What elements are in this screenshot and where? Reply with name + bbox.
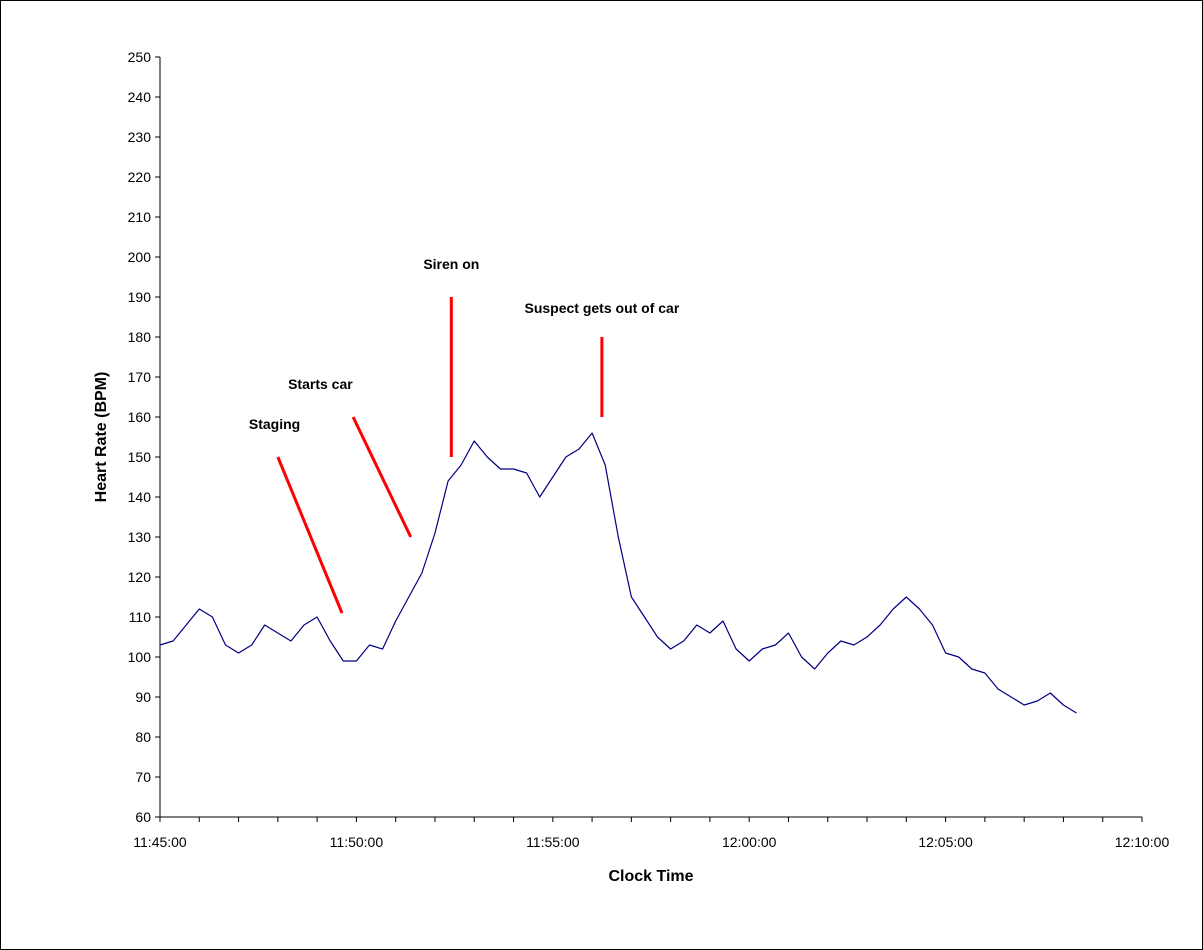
y-tick-label: 220 (128, 169, 152, 185)
x-tick-label: 12:05:00 (918, 834, 973, 850)
y-tick-label: 250 (128, 49, 152, 65)
y-tick-label: 130 (128, 529, 152, 545)
y-tick-label: 60 (135, 809, 151, 825)
annotation-label: Suspect gets out of car (524, 300, 679, 316)
y-tick-label: 80 (135, 729, 151, 745)
x-tick-label: 11:45:00 (133, 834, 187, 850)
y-tick-label: 230 (128, 129, 152, 145)
y-tick-label: 170 (128, 369, 152, 385)
x-tick-label: 12:00:00 (722, 834, 777, 850)
x-tick-label: 11:55:00 (526, 834, 580, 850)
annotation-line (276, 456, 344, 614)
y-tick-label: 240 (128, 89, 152, 105)
y-ticks: 60 70 80 90 100 110 120 130 140 150 160 170 180 190 20… (128, 49, 160, 825)
y-tick-label: 140 (128, 489, 152, 505)
y-tick-label: 200 (128, 249, 152, 265)
x-ticks: 11:45:00 11:50:00 11:55:00 12:00:00 12:05:00… (133, 817, 1169, 850)
annotation-label: Staging (249, 416, 300, 432)
y-tick-label: 90 (135, 689, 151, 705)
y-tick-label: 210 (128, 209, 152, 225)
x-axis-title: Clock Time (608, 868, 693, 885)
y-tick-label: 150 (128, 449, 152, 465)
x-tick-label: 12:10:00 (1115, 834, 1170, 850)
x-tick-label: 11:50:00 (330, 834, 384, 850)
y-tick-label: 120 (128, 569, 152, 585)
annotation-line (351, 416, 413, 538)
y-tick-label: 190 (128, 289, 152, 305)
y-tick-label: 70 (135, 769, 151, 785)
annotation-label: Siren on (423, 256, 479, 272)
annotation-label: Starts car (288, 376, 353, 392)
y-tick-label: 100 (128, 649, 152, 665)
heart-rate-series-line (159, 432, 1077, 714)
y-tick-label: 110 (129, 609, 152, 625)
y-tick-label: 160 (128, 409, 152, 425)
y-tick-label: 180 (128, 329, 152, 345)
annotations: Staging Starts car Siren on Suspect gets ou… (249, 256, 680, 614)
y-axis-title: Heart Rate (BPM) (93, 372, 110, 503)
